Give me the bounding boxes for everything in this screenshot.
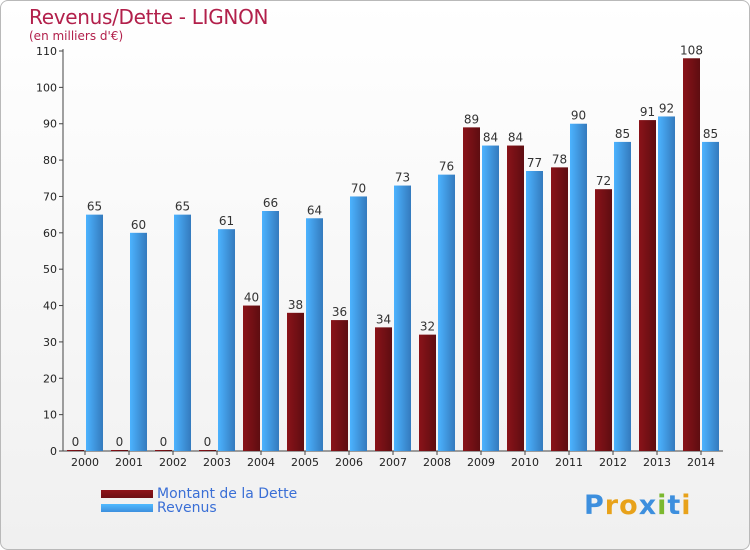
legend-label-revenue: Revenus xyxy=(157,500,217,516)
y-tick-label: 100 xyxy=(36,81,57,94)
debt-value-label: 0 xyxy=(72,435,80,449)
y-tick-label: 40 xyxy=(43,300,57,313)
debt-value-label: 32 xyxy=(420,320,435,334)
debt-bar xyxy=(551,167,568,451)
revenue-value-label: 85 xyxy=(615,127,630,141)
x-tick-label: 2000 xyxy=(71,456,99,469)
revenue-value-label: 84 xyxy=(483,131,498,145)
revenue-bar xyxy=(306,218,323,451)
x-tick-label: 2001 xyxy=(115,456,143,469)
debt-value-label: 108 xyxy=(680,43,703,57)
debt-value-label: 0 xyxy=(160,435,168,449)
x-tick-label: 2014 xyxy=(687,456,715,469)
revenue-value-label: 76 xyxy=(439,160,454,174)
revenue-bar xyxy=(350,196,367,451)
debt-value-label: 40 xyxy=(244,291,259,305)
debt-bar xyxy=(419,334,436,451)
revenue-value-label: 65 xyxy=(87,200,102,214)
revenue-bar xyxy=(262,211,279,451)
proxiti-logo: Proxiti xyxy=(584,490,692,521)
revenue-bar xyxy=(570,123,587,452)
debt-value-label: 0 xyxy=(116,435,124,449)
debt-bar xyxy=(507,145,524,451)
debt-value-label: 78 xyxy=(552,152,567,166)
x-tick-label: 2013 xyxy=(643,456,671,469)
debt-value-label: 72 xyxy=(596,174,611,188)
legend: Montant de la Dette Revenus xyxy=(101,487,297,515)
legend-swatch-revenue xyxy=(101,504,153,512)
legend-item-revenue: Revenus xyxy=(101,501,297,515)
revenue-value-label: 61 xyxy=(219,214,234,228)
x-tick-label: 2003 xyxy=(203,456,231,469)
debt-bar xyxy=(243,305,260,451)
legend-label-debt: Montant de la Dette xyxy=(157,486,298,502)
y-tick-label: 110 xyxy=(36,45,57,58)
y-tick-label: 60 xyxy=(43,227,57,240)
y-tick-label: 0 xyxy=(50,445,57,458)
chart-subtitle: (en milliers d'€) xyxy=(29,29,124,43)
debt-bar xyxy=(155,450,172,451)
x-tick-label: 2010 xyxy=(511,456,539,469)
debt-value-label: 34 xyxy=(376,312,391,326)
debt-value-label: 89 xyxy=(464,112,479,126)
legend-item-debt: Montant de la Dette xyxy=(101,487,297,501)
y-tick-label: 70 xyxy=(43,190,57,203)
y-tick-label: 20 xyxy=(43,372,57,385)
revenue-value-label: 65 xyxy=(175,200,190,214)
revenue-bar xyxy=(86,214,103,451)
revenue-value-label: 85 xyxy=(703,127,718,141)
debt-value-label: 36 xyxy=(332,305,347,319)
debt-bar xyxy=(67,450,84,451)
revenue-bar xyxy=(482,145,499,451)
x-tick-label: 2005 xyxy=(291,456,319,469)
debt-value-label: 0 xyxy=(204,435,212,449)
revenue-value-label: 77 xyxy=(527,156,542,170)
debt-bar xyxy=(331,320,348,451)
debt-bar xyxy=(639,120,656,451)
debt-value-label: 84 xyxy=(508,131,523,145)
y-tick-label: 50 xyxy=(43,263,57,276)
revenue-bar xyxy=(526,171,543,451)
legend-swatch-debt xyxy=(101,490,153,498)
chart-title: Revenus/Dette - LIGNON xyxy=(29,5,269,29)
revenue-value-label: 64 xyxy=(307,203,322,217)
revenue-value-label: 60 xyxy=(131,218,146,232)
revenue-bar xyxy=(174,214,191,451)
revenue-value-label: 66 xyxy=(263,196,278,210)
revenue-value-label: 73 xyxy=(395,171,410,185)
revenue-bar xyxy=(614,141,631,451)
revenue-bar xyxy=(658,116,675,452)
debt-value-label: 91 xyxy=(640,105,655,119)
revenue-value-label: 90 xyxy=(571,109,586,123)
x-tick-label: 2002 xyxy=(159,456,187,469)
debt-bar xyxy=(463,127,480,451)
revenue-bar xyxy=(394,185,411,451)
y-tick-label: 10 xyxy=(43,409,57,422)
x-tick-label: 2012 xyxy=(599,456,627,469)
debt-bar xyxy=(595,189,612,451)
x-tick-label: 2007 xyxy=(379,456,407,469)
x-tick-label: 2011 xyxy=(555,456,583,469)
y-tick-label: 90 xyxy=(43,118,57,131)
revenue-bar xyxy=(130,232,147,451)
x-tick-label: 2006 xyxy=(335,456,363,469)
debt-bar xyxy=(287,312,304,451)
revenue-bar xyxy=(218,229,235,451)
debt-bar xyxy=(375,327,392,451)
debt-value-label: 38 xyxy=(288,298,303,312)
y-tick-label: 80 xyxy=(43,154,57,167)
revenue-bar xyxy=(438,174,455,452)
x-tick-label: 2008 xyxy=(423,456,451,469)
debt-bar xyxy=(111,450,128,451)
revenue-bar xyxy=(702,141,719,451)
x-tick-label: 2009 xyxy=(467,456,495,469)
revenue-value-label: 92 xyxy=(659,101,674,115)
debt-bar xyxy=(199,450,216,451)
y-tick-label: 30 xyxy=(43,336,57,349)
revenue-value-label: 70 xyxy=(351,181,366,195)
x-tick-label: 2004 xyxy=(247,456,275,469)
debt-bar xyxy=(683,58,700,451)
